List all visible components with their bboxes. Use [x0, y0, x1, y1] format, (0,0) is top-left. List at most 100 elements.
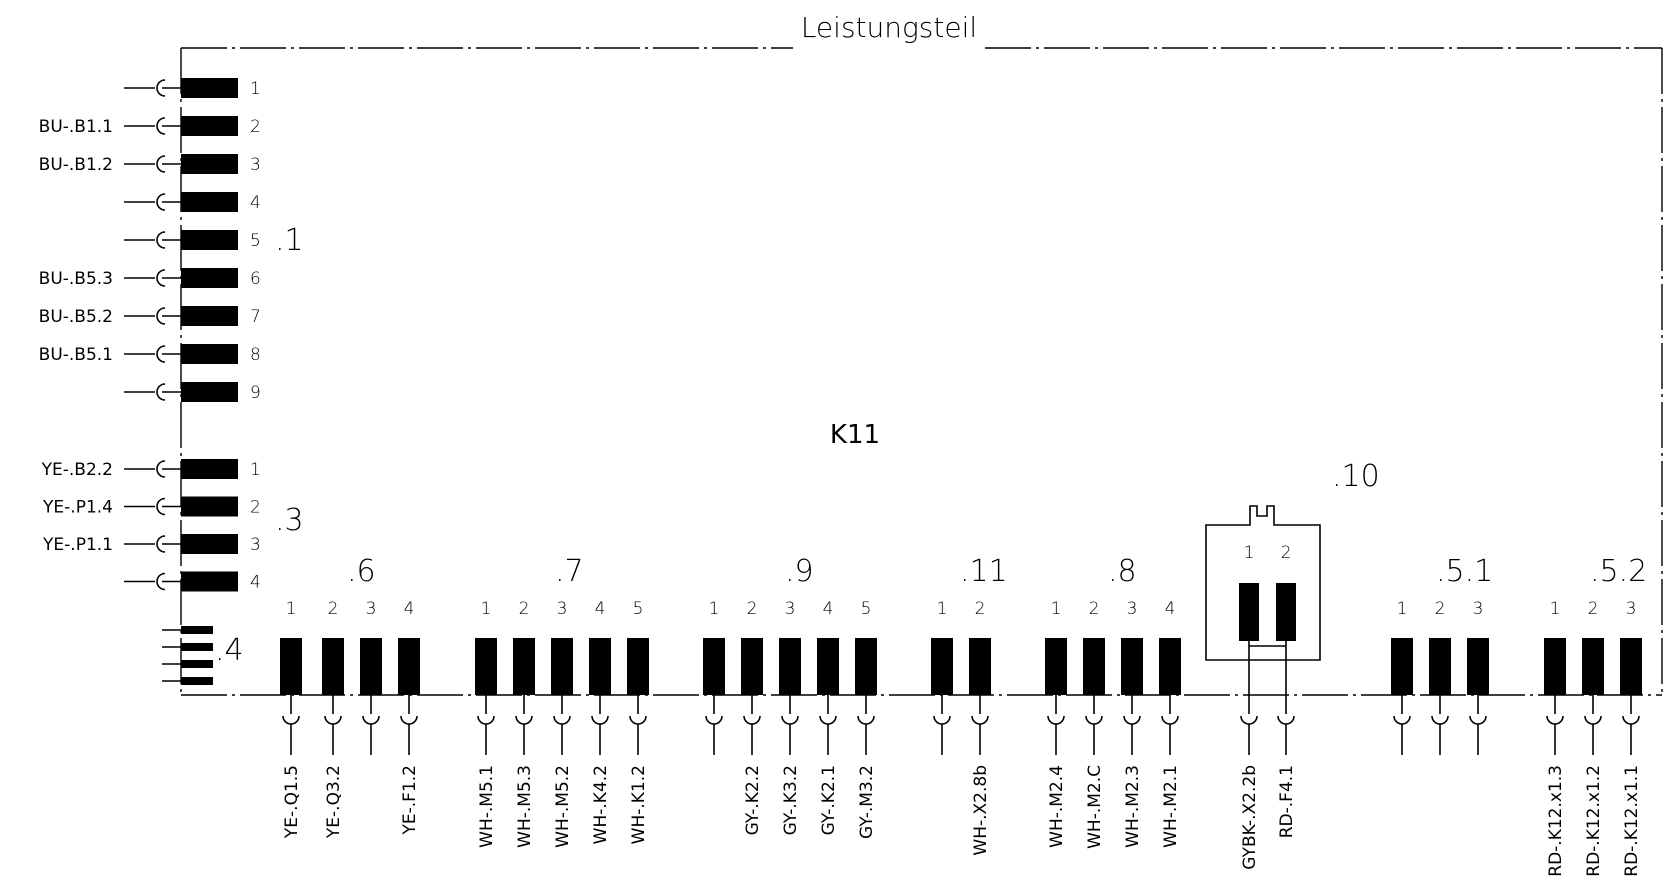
connector-id: .3: [275, 503, 304, 538]
pin-contact: [181, 230, 238, 250]
socket-symbol: [1047, 715, 1065, 725]
socket-symbol: [1085, 715, 1103, 725]
socket-symbol: [156, 155, 166, 173]
pin-number: 2: [975, 599, 986, 619]
socket-symbol: [857, 715, 875, 725]
pin-number: 2: [747, 599, 758, 619]
bottom-connector-8: 1 WH-.M2.4 2 WH-.M2.C 3 WH-.M2.3 4 WH-.M2.1 .8: [1045, 554, 1181, 849]
pin-contact: [322, 638, 344, 695]
pin-number: 4: [250, 573, 261, 593]
pin-number: 2: [1089, 599, 1100, 619]
connector-id: .7: [555, 554, 584, 589]
pin-contact: [1045, 638, 1067, 695]
socket-symbol: [156, 460, 166, 478]
pin-contact: [181, 268, 238, 288]
bottom-connector-7: 1 WH-.M5.1 2 WH-.M5.3 3 WH-.M5.2 4 WH-.K4.2 5 WH-…: [475, 554, 649, 848]
connector-id: .4: [215, 633, 244, 668]
pin-number: 7: [250, 307, 261, 327]
pin-number: 1: [709, 599, 720, 619]
connector-id: .5.1: [1436, 554, 1493, 589]
pin-contact: [181, 571, 238, 592]
bottom-connector-10: 1 GYBK-.X2.2b 2 RD-.F4.1 .10: [1205, 459, 1380, 870]
connector-id: .6: [347, 554, 376, 589]
socket-symbol: [156, 497, 166, 516]
pin-contact: [1121, 638, 1143, 695]
pin-number: 3: [1473, 599, 1484, 619]
wire-label: WH-.K1.2: [629, 765, 649, 844]
socket-symbol: [156, 383, 166, 401]
pin-contact: [398, 638, 420, 695]
socket-symbol: [1431, 715, 1449, 725]
pin-contact: [181, 344, 238, 364]
pin-contact: [280, 638, 302, 695]
pin-number: 1: [1397, 599, 1408, 619]
bottom-connector-5-2: 1 RD-.K12.x1.3 2 RD-.K12.x1.2 3 RD-.K12.x1.1.…: [1544, 554, 1647, 877]
socket-symbol: [282, 715, 300, 725]
socket-symbol: [1622, 715, 1640, 725]
wire-label: GYBK-.X2.2b: [1240, 765, 1260, 870]
socket-symbol: [1161, 715, 1179, 725]
wire-label: RD-.K12.x1.1: [1622, 765, 1642, 877]
pin-number: 2: [1588, 599, 1599, 619]
small-pin: [181, 677, 213, 685]
pin-contact: [1467, 638, 1489, 695]
bottom-connector-5-1: 1 2 3 .5.1: [1391, 554, 1493, 755]
left-connectors: 1 2 BU-.B1.1 3 BU-.B1.2 4 5 6 BU-.B5.3 7 BU-.B5.2 8…: [39, 78, 304, 593]
left-connector-3: 1 YE-.B2.2 2 YE-.P1.4 3 YE-.P1.1 4 .3: [41, 459, 304, 593]
connector-id: .5.2: [1590, 554, 1647, 589]
pin-contact: [360, 638, 382, 695]
pin-contact: [181, 154, 238, 174]
pin-number: 2: [1435, 599, 1446, 619]
socket-symbol: [515, 715, 533, 725]
pin-contact: [181, 116, 238, 136]
plug-housing: [1205, 505, 1321, 661]
connector-id: .9: [785, 554, 814, 589]
pin-number: 1: [1550, 599, 1561, 619]
socket-symbol: [781, 715, 799, 725]
pin-number: 1: [250, 460, 261, 480]
socket-symbol: [1277, 715, 1295, 725]
socket-symbol: [553, 715, 571, 725]
wire-label: YE-.F1.2: [400, 765, 420, 835]
wire-label: WH-.M2.4: [1047, 765, 1067, 848]
wire-label: BU-.B5.3: [39, 269, 113, 289]
pin-contact: [1429, 638, 1451, 695]
wire-label: WH-.M2.3: [1123, 765, 1143, 848]
socket-symbol: [933, 715, 951, 725]
pin-number: 4: [404, 599, 415, 619]
pin-number: 3: [785, 599, 796, 619]
socket-symbol: [324, 715, 342, 725]
pin-contact: [1276, 583, 1296, 641]
bottom-connector-6: 1 YE-.Q1.5 2 YE-.Q3.2 3 4 YE-.F1.2 .6: [280, 554, 420, 839]
pin-contact: [475, 638, 497, 695]
pin-number: 2: [1281, 543, 1292, 563]
pin-contact: [817, 638, 839, 695]
pin-contact: [181, 382, 238, 402]
socket-symbol: [1123, 715, 1141, 725]
socket-symbol: [705, 715, 723, 725]
pin-contact: [1159, 638, 1181, 695]
pin-contact: [1582, 638, 1604, 695]
socket-symbol: [743, 715, 761, 725]
pin-contact: [1083, 638, 1105, 695]
wire-label: YE-.Q1.5: [282, 765, 302, 839]
wire-label: GY-.K2.1: [819, 765, 839, 835]
pin-contact: [779, 638, 801, 695]
connector-id: .10: [1332, 459, 1380, 494]
pin-contact: [703, 638, 725, 695]
socket-symbol: [1584, 715, 1602, 725]
bottom-connector-11: 1 2 WH-.X2.8b .11: [931, 554, 1008, 856]
pin-contact: [627, 638, 649, 695]
pin-number: 3: [1626, 599, 1637, 619]
pin-number: 5: [250, 231, 261, 251]
pin-contact: [1239, 583, 1259, 641]
wire-label: RD-.K12.x1.2: [1584, 765, 1604, 877]
bottom-connector-9: 1 2 GY-.K2.2 3 GY-.K3.2 4 GY-.K2.1 5 GY-.M3.2 .9: [703, 554, 877, 839]
socket-symbol: [156, 345, 166, 363]
pin-number: 4: [823, 599, 834, 619]
pin-number: 2: [250, 117, 261, 137]
pin-number: 1: [250, 79, 261, 99]
pin-contact: [181, 306, 238, 326]
wire-label: WH-.M2.1: [1161, 765, 1181, 848]
socket-symbol: [156, 572, 166, 591]
